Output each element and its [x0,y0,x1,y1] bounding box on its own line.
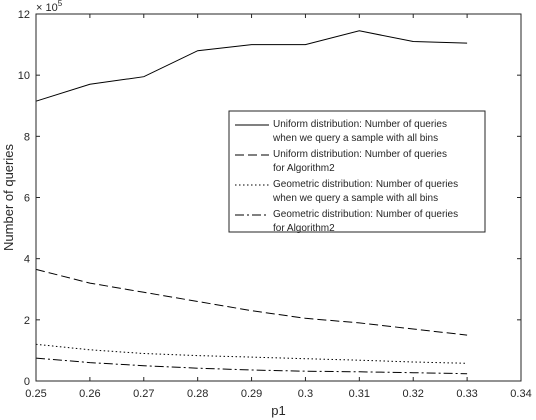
x-tick-label: 0.34 [510,388,531,400]
x-tick-label: 0.33 [456,388,477,400]
x-tick-label: 0.32 [403,388,424,400]
x-axis-label: p1 [271,403,285,418]
y-tick-label: 6 [24,193,30,205]
y-axis-exponent-base: × 10 [36,2,58,14]
series-line-3 [35,343,468,364]
legend-label: when we query a sample with all bins [272,133,438,144]
y-tick-label: 2 [24,315,30,327]
y-tick-label: 12 [18,9,30,21]
y-axis-exponent-power: 5 [58,0,63,8]
x-tick-label: 0.25 [25,388,46,400]
x-tick-label: 0.31 [349,388,370,400]
x-tick-label: 0.29 [241,388,262,400]
legend-label: for Algorithm2 [273,223,335,234]
series-line-2 [35,268,468,336]
legend-box [228,110,486,233]
y-tick-label: 4 [24,254,30,266]
legend-label: Uniform distribution: Number of queries [273,149,447,160]
y-axis-exponent: × 105 [36,0,63,14]
y-axis-ticks: 0 2 4 6 8 10 12 [18,9,521,388]
y-tick-label: 0 [24,376,30,388]
x-tick-label: 0.28 [187,388,208,400]
x-axis-ticks: 0.25 0.26 0.27 0.28 0.29 0.3 0.31 0.32 0.33 0.34 [25,14,532,400]
legend-label: for Algorithm2 [273,163,335,174]
legend: Uniform distribution: Number of queries w… [228,110,486,234]
series-line-1 [35,30,468,102]
series-line-4 [35,357,468,375]
y-tick-label: 8 [24,131,30,143]
legend-label: when we query a sample with all bins [272,193,438,204]
series-lines [35,30,468,375]
axes: 0.25 0.26 0.27 0.28 0.29 0.3 0.31 0.32 0.33 0.34 … [18,9,532,400]
x-tick-label: 0.27 [133,388,154,400]
y-axis-label: Number of queries [1,144,16,251]
x-tick-label: 0.26 [79,388,100,400]
y-tick-label: 10 [18,70,30,82]
legend-label: Uniform distribution: Number of queries [273,119,447,130]
x-tick-label: 0.3 [298,388,313,400]
legend-label: Geometric distribution: Number of querie… [273,209,458,220]
legend-label: Geometric distribution: Number of querie… [273,179,458,190]
